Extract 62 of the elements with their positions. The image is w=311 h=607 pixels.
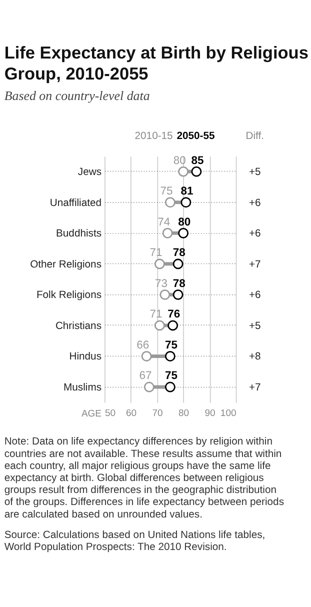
point	[154, 320, 165, 331]
point	[178, 166, 189, 177]
point	[162, 228, 173, 238]
text: +8	[248, 352, 261, 363]
data-label: 67	[139, 370, 152, 382]
data-label: 80	[178, 216, 191, 228]
text: +6	[248, 228, 261, 240]
data-label: 81	[180, 186, 194, 198]
y-tick-label: Muslims	[64, 382, 102, 394]
source-note: Source: Calculations based on United Nations life tables, World Population Prospects: The 2010 Revision.	[4, 530, 266, 554]
text: 2010-15	[134, 130, 174, 142]
x-tick-label: 70	[152, 408, 163, 419]
x-tick-label: 50	[104, 408, 116, 419]
data-label: 73	[155, 278, 168, 290]
y-tick-label: Jews	[78, 167, 102, 178]
data-label: 75	[160, 186, 173, 198]
point	[191, 166, 202, 177]
data-label: 71	[150, 308, 162, 321]
point	[141, 351, 152, 362]
text: Diff.	[246, 130, 264, 142]
y-tick-label: Other Religions	[30, 259, 102, 270]
text: +6	[248, 290, 261, 302]
point	[160, 289, 170, 300]
point	[144, 382, 154, 392]
x-tick-label: 90	[204, 408, 216, 419]
point	[164, 382, 176, 392]
chart-title: Life Expectancy at Birth by Religious Group, 2010-2055	[4, 42, 308, 84]
data-label: 75	[165, 339, 178, 352]
point	[164, 197, 176, 208]
data-label: 80	[173, 154, 186, 167]
point	[154, 258, 165, 270]
x-tick-label: 100	[220, 408, 236, 419]
text: +6	[248, 198, 261, 209]
y-tick-label: Hindus	[69, 352, 102, 363]
point	[172, 289, 184, 300]
x-axis-title: AGE	[81, 408, 102, 420]
text: 2050-55	[176, 130, 216, 142]
data-label: 85	[191, 154, 204, 167]
text: +7	[248, 259, 261, 270]
text: +5	[248, 320, 261, 332]
point	[180, 197, 192, 208]
text: +7	[248, 382, 261, 394]
point	[168, 320, 178, 331]
y-tick-label: Buddhists	[56, 228, 102, 240]
data-label: 78	[172, 247, 186, 260]
chart-subtitle: Based on country-level data	[4, 88, 150, 104]
data-label: 78	[172, 278, 186, 290]
data-label: 71	[150, 247, 162, 260]
data-label: 74	[158, 216, 170, 228]
x-tick-label: 60	[126, 408, 137, 419]
x-tick-label: 80	[178, 408, 190, 419]
y-tick-label: Folk Religions	[36, 290, 102, 302]
y-tick-label: Christians	[55, 320, 102, 332]
point	[164, 351, 176, 362]
text: +5	[248, 167, 261, 178]
data-label: 75	[165, 370, 178, 382]
y-tick-label: Unaffiliated	[50, 198, 102, 209]
data-label: 76	[168, 308, 180, 321]
point	[178, 228, 189, 238]
text: Note: Data on life expectancy differences by religion within countries are not available. These results assume that within each country, all major religious groups have the same life expectancy at birth. Global differences between religious groups result from differences in the geographic distribution of the groups. Differences in life expectancy between periods are calculated based on unrounded values.	[4, 436, 284, 520]
point	[172, 258, 184, 270]
data-label: 66	[136, 339, 150, 352]
